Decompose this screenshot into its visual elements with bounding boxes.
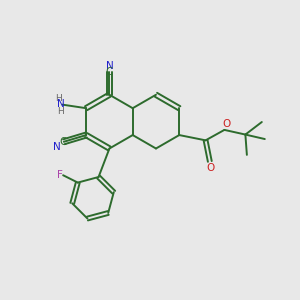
Text: C: C bbox=[60, 137, 67, 147]
Text: N: N bbox=[57, 99, 64, 109]
Text: N: N bbox=[106, 61, 113, 71]
Text: H: H bbox=[56, 94, 62, 103]
Text: N: N bbox=[53, 142, 61, 152]
Text: F: F bbox=[57, 169, 63, 180]
Text: O: O bbox=[206, 163, 214, 173]
Text: H: H bbox=[57, 107, 64, 116]
Text: C: C bbox=[105, 68, 113, 77]
Text: O: O bbox=[222, 119, 230, 129]
